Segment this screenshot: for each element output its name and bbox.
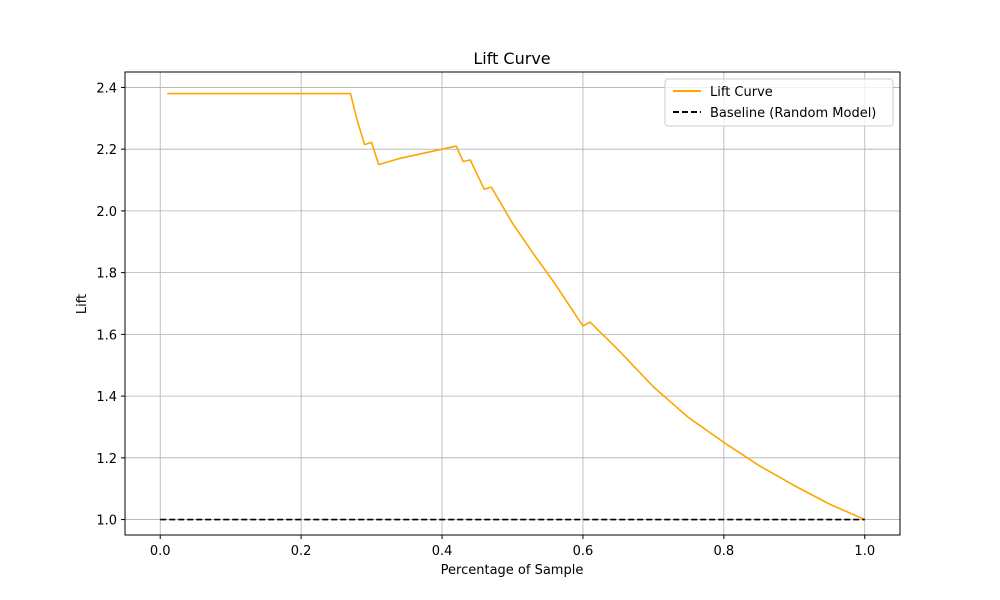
series-line-lift-curve — [167, 92, 866, 521]
y-tick-label: 1.6 — [96, 328, 117, 343]
legend-label-baseline: Baseline (Random Model) — [710, 106, 876, 121]
y-tick-label: 2.0 — [96, 205, 117, 220]
y-tick-label: 2.2 — [96, 143, 117, 158]
y-tick-label: 2.4 — [96, 81, 117, 96]
legend-box — [664, 78, 894, 127]
ticks: 0.0 0.2 0.4 0.6 0.8 1.0 1.0 1.2 1.4 1.6 1.8 2.0 2.2 2… — [96, 81, 875, 559]
y-axis-label: Lift — [75, 294, 90, 314]
x-tick-label: 0.2 — [291, 544, 312, 559]
y-tick-label: 1.2 — [96, 452, 117, 467]
y-tick-label: 1.4 — [96, 390, 117, 405]
x-tick-label: 1.0 — [854, 544, 875, 559]
chart-title: Lift Curve — [473, 49, 550, 68]
x-axis-label: Percentage of Sample — [441, 563, 584, 578]
x-tick-label: 0.0 — [150, 544, 171, 559]
series-layer — [160, 92, 866, 521]
x-tick-label: 0.4 — [432, 544, 453, 559]
legend: Lift Curve Baseline (Random Model) — [664, 78, 894, 127]
y-tick-label: 1.0 — [96, 514, 117, 529]
x-tick-label: 0.6 — [573, 544, 594, 559]
plot-frame — [124, 71, 901, 536]
legend-label-lift-curve: Lift Curve — [710, 85, 773, 100]
x-tick-label: 0.8 — [714, 544, 735, 559]
y-tick-label: 1.8 — [96, 267, 117, 282]
